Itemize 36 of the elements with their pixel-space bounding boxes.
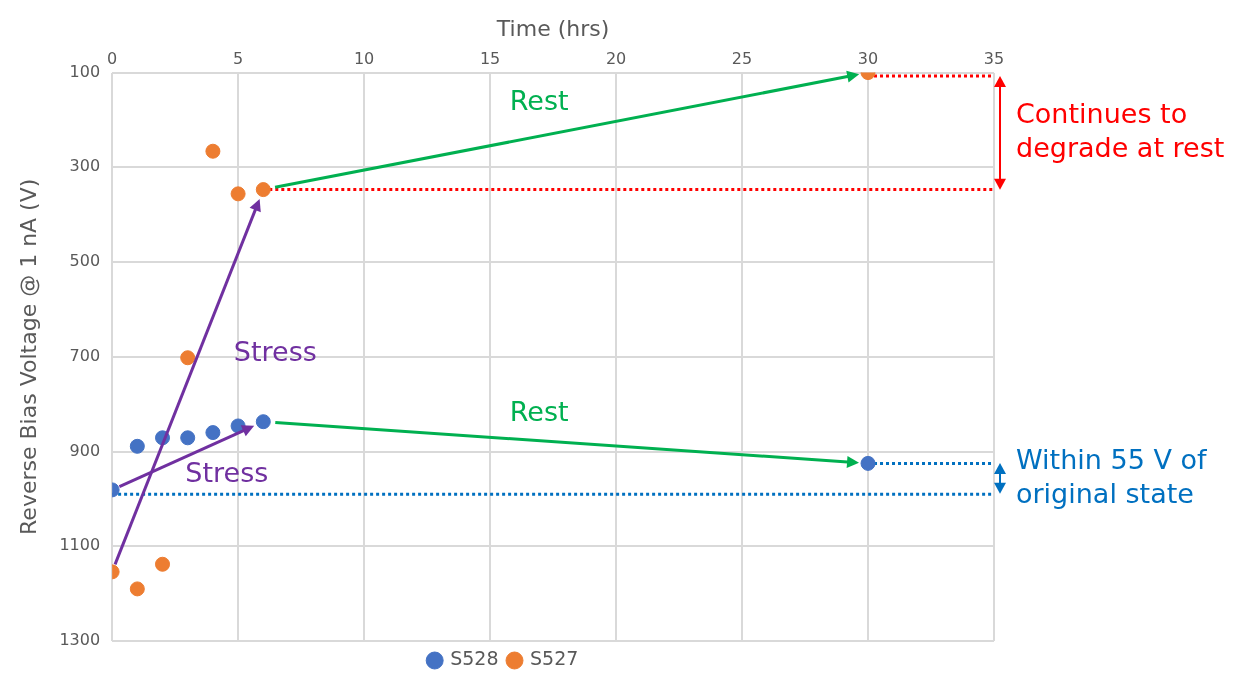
x-tick-label: 10: [353, 49, 375, 69]
x-tick-label: 0: [107, 49, 118, 69]
y-axis-title: Reverse Bias Voltage @ 1 nA (V): [15, 178, 41, 535]
point: [255, 182, 271, 198]
y-tick-label: 1300: [59, 630, 101, 650]
y-tick-label: 300: [69, 156, 101, 176]
point: [860, 455, 876, 471]
y-tick-label: 700: [69, 345, 101, 365]
point: [205, 425, 221, 441]
x-tick-label: 5: [233, 49, 244, 69]
y-tick-label: 500: [69, 251, 101, 271]
point: [205, 143, 221, 159]
legend-label: S527: [530, 647, 579, 670]
annotation: Rest: [509, 84, 569, 116]
y-tick-label: 1100: [59, 535, 101, 555]
x-tick-label: 30: [857, 49, 879, 69]
annotation: Stress: [233, 335, 317, 367]
legend-label: S528: [450, 647, 499, 670]
annotation: Rest: [509, 395, 569, 427]
point: [255, 414, 271, 430]
x-axis-title: Time (hrs): [495, 15, 610, 41]
text: Within 55 V of original state: [1016, 443, 1209, 509]
y-tick-label: 900: [69, 440, 101, 460]
text: Continues to degrade at rest: [1016, 97, 1225, 163]
annotation: Stress: [185, 457, 269, 489]
point: [129, 438, 145, 454]
point: [129, 581, 145, 597]
x-tick-label: 15: [479, 49, 501, 69]
x-tick-label: 35: [983, 49, 1005, 69]
y-tick-label: 100: [69, 61, 101, 81]
point: [155, 556, 171, 572]
x-tick-label: 20: [605, 49, 627, 69]
point: [180, 430, 196, 446]
point: [230, 186, 246, 202]
point: [180, 350, 196, 366]
x-tick-label: 25: [731, 49, 753, 69]
